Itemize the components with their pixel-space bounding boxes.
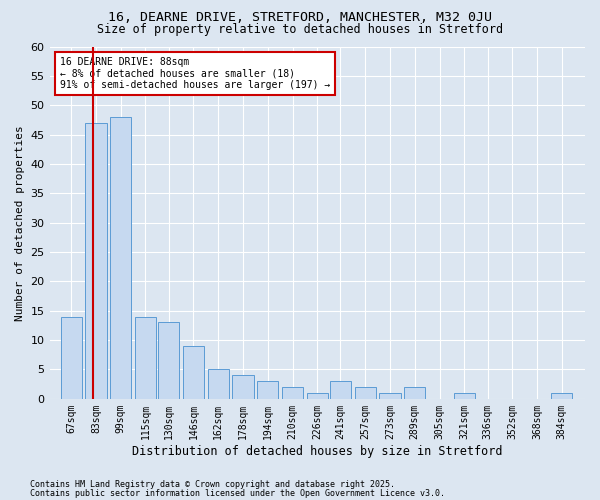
Bar [307,393,328,399]
Bar [551,393,572,399]
Bar [208,370,229,399]
X-axis label: Distribution of detached houses by size in Stretford: Distribution of detached houses by size … [132,444,503,458]
Text: Size of property relative to detached houses in Stretford: Size of property relative to detached ho… [97,22,503,36]
Bar [110,117,131,399]
Bar [379,393,401,399]
Bar [330,381,351,399]
Y-axis label: Number of detached properties: Number of detached properties [15,125,25,320]
Bar [135,316,156,399]
Text: 16, DEARNE DRIVE, STRETFORD, MANCHESTER, M32 0JU: 16, DEARNE DRIVE, STRETFORD, MANCHESTER,… [108,11,492,24]
Bar [454,393,475,399]
Text: Contains HM Land Registry data © Crown copyright and database right 2025.: Contains HM Land Registry data © Crown c… [30,480,395,489]
Bar [257,381,278,399]
Bar [85,123,107,399]
Bar [61,316,82,399]
Text: Contains public sector information licensed under the Open Government Licence v3: Contains public sector information licen… [30,488,445,498]
Bar [404,387,425,399]
Bar [232,376,254,399]
Bar [158,322,179,399]
Bar [282,387,303,399]
Text: 16 DEARNE DRIVE: 88sqm
← 8% of detached houses are smaller (18)
91% of semi-deta: 16 DEARNE DRIVE: 88sqm ← 8% of detached … [60,57,331,90]
Bar [183,346,204,399]
Bar [355,387,376,399]
